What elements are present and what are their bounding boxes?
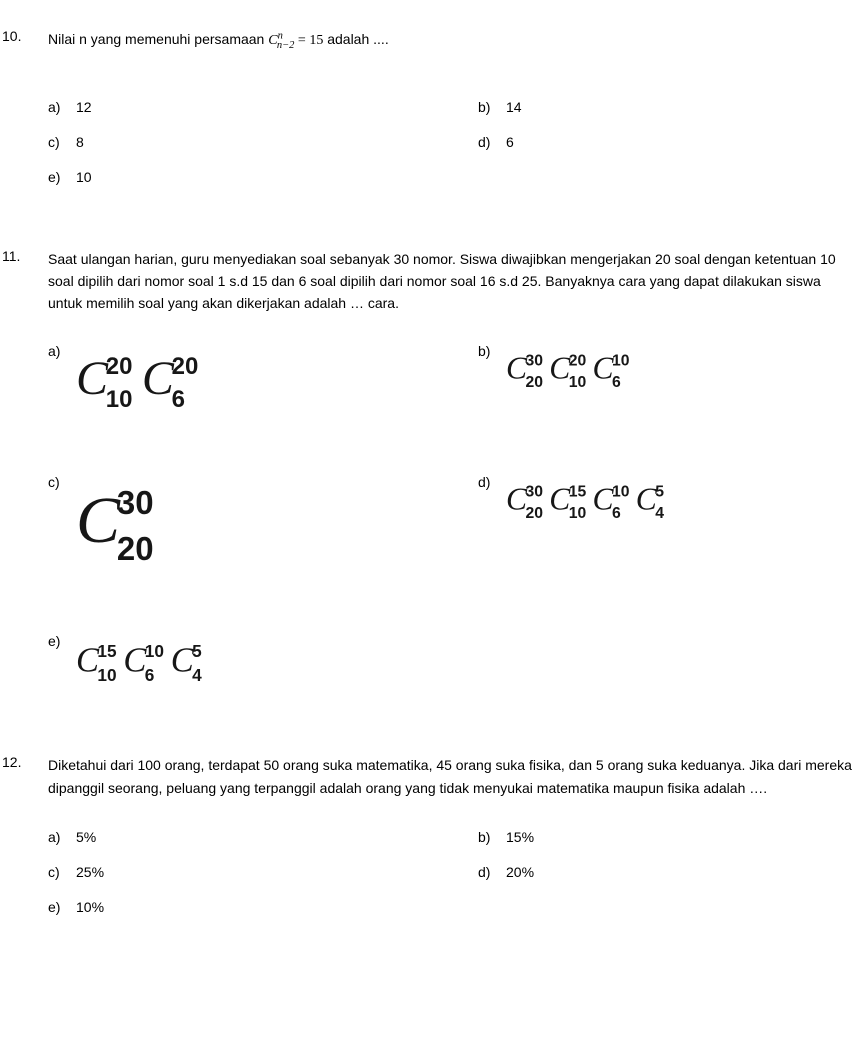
option-text: 12 bbox=[76, 97, 92, 118]
question-math: Cnn−2 = 15 bbox=[268, 33, 323, 48]
question-text: Saat ulangan harian, guru menyediakan so… bbox=[48, 248, 854, 315]
option-c[interactable]: c) 8 bbox=[48, 132, 478, 153]
option-formula: C30 20 bbox=[76, 480, 171, 586]
options-grid: a) 5% b) 15% c) 25% d) 20% e) 10% bbox=[48, 827, 854, 918]
option-e[interactable]: e) 10% bbox=[48, 897, 478, 918]
svg-text:5: 5 bbox=[192, 641, 202, 661]
svg-text:10: 10 bbox=[569, 374, 587, 391]
option-text: 20% bbox=[506, 862, 534, 883]
svg-text:30: 30 bbox=[526, 483, 544, 500]
svg-text:6: 6 bbox=[612, 374, 621, 391]
svg-text:4: 4 bbox=[192, 665, 202, 685]
svg-text:20: 20 bbox=[172, 353, 199, 380]
option-letter: a) bbox=[48, 827, 76, 848]
svg-text:10: 10 bbox=[145, 641, 164, 661]
option-text: 10 bbox=[76, 167, 92, 188]
svg-text:C: C bbox=[123, 641, 147, 679]
svg-text:10: 10 bbox=[106, 386, 133, 413]
svg-text:10: 10 bbox=[97, 665, 116, 685]
option-letter: b) bbox=[478, 97, 506, 118]
svg-text:C: C bbox=[142, 352, 175, 405]
option-d[interactable]: d) 20% bbox=[478, 862, 854, 883]
svg-text:20: 20 bbox=[117, 529, 154, 566]
svg-text:30: 30 bbox=[117, 484, 154, 521]
option-c[interactable]: c) 25% bbox=[48, 862, 478, 883]
svg-text:30: 30 bbox=[526, 352, 544, 369]
option-formula: C3020C1510C106C54 bbox=[506, 480, 673, 530]
option-text: 10% bbox=[76, 897, 104, 918]
svg-text:10: 10 bbox=[612, 483, 630, 500]
option-letter: e) bbox=[48, 897, 76, 918]
question-text: Nilai n yang memenuhi persamaan Cnn−2 = … bbox=[48, 28, 854, 55]
options-grid: a) C2010C206 b) C3020C2010C106 c) C3020 … bbox=[48, 343, 854, 695]
svg-text:20: 20 bbox=[526, 505, 544, 522]
option-a[interactable]: a) C2010C206 bbox=[48, 343, 478, 426]
option-letter: d) bbox=[478, 862, 506, 883]
option-text: 8 bbox=[76, 132, 84, 153]
svg-text:20: 20 bbox=[569, 352, 587, 369]
option-letter: a) bbox=[48, 343, 76, 359]
question-text: Diketahui dari 100 orang, terdapat 50 or… bbox=[48, 754, 854, 799]
svg-text:5: 5 bbox=[655, 483, 664, 500]
svg-text:10: 10 bbox=[569, 505, 587, 522]
svg-text:15: 15 bbox=[569, 483, 587, 500]
option-b[interactable]: b) 14 bbox=[478, 97, 854, 118]
option-a[interactable]: a) 12 bbox=[48, 97, 478, 118]
question-number: 12. bbox=[0, 754, 48, 770]
svg-text:C: C bbox=[76, 352, 109, 405]
question-number: 11. bbox=[0, 248, 48, 264]
option-text: 6 bbox=[506, 132, 514, 153]
option-text: 5% bbox=[76, 827, 96, 848]
option-formula: C2010C206 bbox=[76, 349, 212, 426]
option-b[interactable]: b) C3020C2010C106 bbox=[478, 343, 854, 399]
option-text: 14 bbox=[506, 97, 522, 118]
option-text: 25% bbox=[76, 862, 104, 883]
option-letter: d) bbox=[478, 474, 506, 490]
option-letter: e) bbox=[48, 633, 76, 649]
option-letter: a) bbox=[48, 97, 76, 118]
svg-text:6: 6 bbox=[145, 665, 155, 685]
option-letter: c) bbox=[48, 132, 76, 153]
option-d[interactable]: d) 6 bbox=[478, 132, 854, 153]
svg-text:10: 10 bbox=[612, 352, 630, 369]
option-formula: C3020C2010C106 bbox=[506, 349, 640, 399]
question-text-before: Nilai n yang memenuhi persamaan bbox=[48, 31, 268, 47]
options-grid: a) 12 b) 14 c) 8 d) 6 e) 10 bbox=[48, 97, 854, 188]
question-10: 10. Nilai n yang memenuhi persamaan Cnn−… bbox=[0, 28, 862, 188]
question-number: 10. bbox=[0, 28, 48, 44]
svg-text:6: 6 bbox=[612, 505, 621, 522]
question-text-after: adalah .... bbox=[323, 31, 388, 47]
option-letter: c) bbox=[48, 862, 76, 883]
option-letter: b) bbox=[478, 343, 506, 359]
option-formula: C1510C106C54 bbox=[76, 639, 211, 694]
option-letter: e) bbox=[48, 167, 76, 188]
svg-text:20: 20 bbox=[106, 353, 133, 380]
option-letter: d) bbox=[478, 132, 506, 153]
option-letter: b) bbox=[478, 827, 506, 848]
option-e[interactable]: e) 10 bbox=[48, 167, 478, 188]
svg-text:20: 20 bbox=[526, 374, 544, 391]
svg-text:6: 6 bbox=[172, 386, 185, 413]
option-text: 15% bbox=[506, 827, 534, 848]
question-12: 12. Diketahui dari 100 orang, terdapat 5… bbox=[0, 754, 862, 918]
option-e[interactable]: e) C1510C106C54 bbox=[48, 633, 854, 694]
option-b[interactable]: b) 15% bbox=[478, 827, 854, 848]
svg-text:15: 15 bbox=[97, 641, 117, 661]
option-d[interactable]: d) C3020C1510C106C54 bbox=[478, 474, 854, 530]
svg-text:4: 4 bbox=[655, 505, 664, 522]
option-a[interactable]: a) 5% bbox=[48, 827, 478, 848]
option-c[interactable]: c) C30 20 bbox=[48, 474, 478, 586]
svg-text:C: C bbox=[76, 483, 121, 556]
option-letter: c) bbox=[48, 474, 76, 490]
question-11: 11. Saat ulangan harian, guru menyediaka… bbox=[0, 248, 862, 695]
